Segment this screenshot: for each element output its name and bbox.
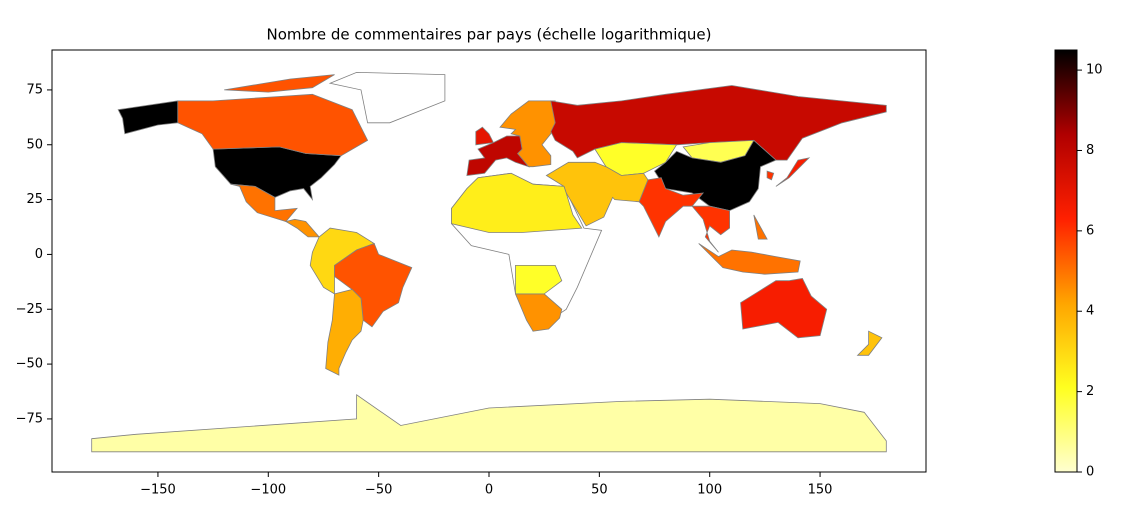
country	[766, 170, 775, 181]
y-tick-label: 50	[26, 137, 43, 152]
x-tick-label: −100	[250, 483, 286, 498]
y-tick-label: 25	[26, 192, 43, 207]
colorbar-tick-label: 8	[1086, 143, 1094, 158]
country	[224, 74, 335, 93]
x-tick-label: 50	[591, 483, 608, 498]
colorbar-tick-label: 2	[1086, 384, 1094, 399]
colorbar-tick-label: 6	[1086, 223, 1094, 238]
x-tick-label: 100	[697, 483, 722, 498]
country	[753, 214, 768, 240]
country	[545, 161, 649, 227]
x-tick-label: −150	[140, 483, 176, 498]
x-tick-label: −50	[365, 483, 392, 498]
country	[775, 157, 811, 187]
colorbar	[1054, 49, 1078, 473]
x-tick-label: 150	[808, 483, 833, 498]
country	[515, 264, 563, 295]
country	[514, 293, 563, 332]
country	[856, 330, 883, 356]
y-tick-label: 75	[26, 82, 43, 97]
no-data-land	[328, 71, 446, 124]
colorbar-tick-label: 10	[1086, 63, 1103, 78]
country	[740, 278, 828, 339]
country	[653, 139, 777, 212]
colorbar-tick-label: 0	[1086, 465, 1094, 480]
country	[698, 243, 801, 275]
country	[475, 126, 495, 146]
country	[177, 93, 369, 157]
chart-title: Nombre de commentaires par pays (échelle…	[266, 26, 711, 44]
country	[325, 289, 364, 376]
y-tick-label: −50	[16, 357, 43, 372]
colorbar-tick-label: 4	[1086, 304, 1094, 319]
country	[691, 205, 730, 253]
country	[334, 242, 413, 328]
country	[499, 100, 556, 168]
x-tick-label: 0	[485, 483, 493, 498]
country	[230, 183, 298, 222]
y-tick-label: −25	[16, 302, 43, 317]
y-tick-label: −75	[16, 411, 43, 426]
y-tick-label: 0	[35, 247, 43, 262]
country	[451, 172, 583, 233]
country	[91, 394, 887, 453]
